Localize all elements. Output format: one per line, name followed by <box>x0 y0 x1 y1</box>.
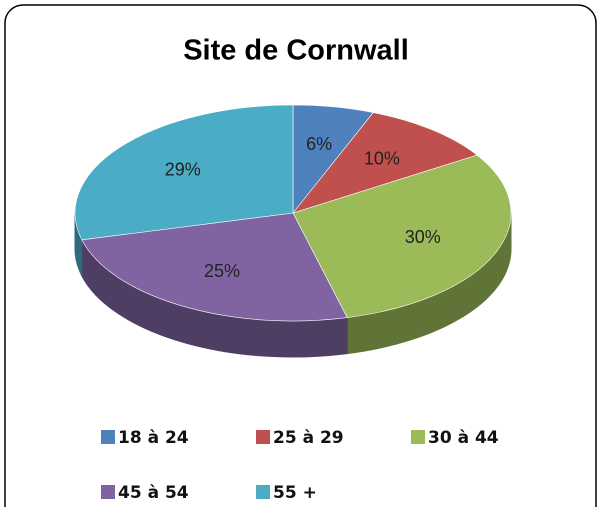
legend-swatch <box>256 485 270 499</box>
legend-label: 30 à 44 <box>428 428 499 448</box>
chart-title: Site de Cornwall <box>183 35 409 67</box>
legend-label: 18 à 24 <box>118 428 189 448</box>
legend-swatch <box>101 485 115 499</box>
legend-swatch <box>101 430 115 444</box>
slice <box>81 212 348 322</box>
data-label: 29% <box>165 159 201 179</box>
slice <box>292 154 512 318</box>
legend-label: 25 à 29 <box>273 428 344 448</box>
legend-label: 45 à 54 <box>118 483 189 503</box>
legend-swatch <box>256 430 270 444</box>
data-label: 30% <box>405 227 441 247</box>
legend-label: 55 + <box>273 483 317 503</box>
data-label: 10% <box>364 148 400 168</box>
slice <box>74 104 294 241</box>
data-label: 6% <box>306 134 332 154</box>
legend-swatch <box>411 430 425 444</box>
slice <box>292 112 478 214</box>
data-label: 25% <box>204 261 240 281</box>
